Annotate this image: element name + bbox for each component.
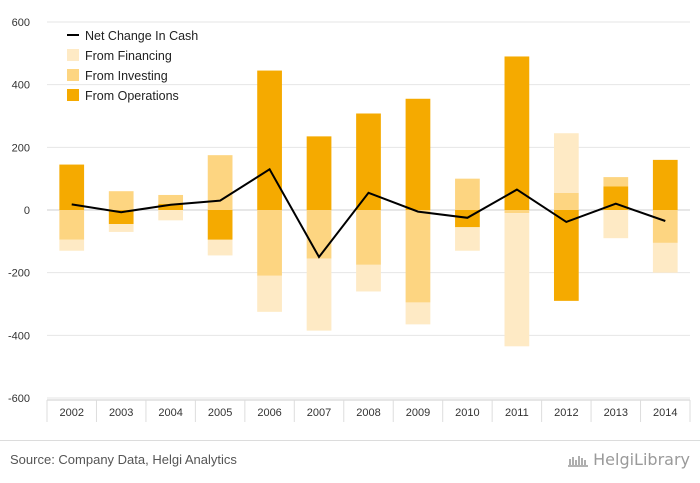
bar-from-operations-2002 <box>59 164 85 210</box>
legend: Net Change In Cash From Financing From Inv… <box>67 29 198 103</box>
y-tick-label: -600 <box>8 393 30 405</box>
bar-from-operations-2004 <box>158 203 184 210</box>
x-tick-label: 2002 <box>59 407 83 419</box>
bar-from-investing-2010 <box>455 178 480 210</box>
legend-label-from-investing: From Investing <box>85 69 168 83</box>
x-tick-label: 2009 <box>406 407 430 419</box>
bar-from-financing-2012 <box>553 133 579 193</box>
bar-from-operations-2011 <box>504 56 530 210</box>
library-icon <box>568 455 589 467</box>
legend-label-net-change-in-cash: Net Change In Cash <box>85 29 198 43</box>
bar-from-financing-2003 <box>108 224 134 232</box>
x-axis: 2002 2003 2004 2005 2006 2007 2008 2009 2010 2011… <box>46 399 691 422</box>
y-tick-label: 200 <box>12 142 30 154</box>
x-tick-label: 2010 <box>455 407 479 419</box>
bar-from-financing-2011 <box>504 213 530 347</box>
y-tick-label: 0 <box>24 205 30 217</box>
net-change-line <box>71 167 666 259</box>
x-tick-label: 2012 <box>554 407 578 419</box>
bar-from-investing-2007 <box>306 210 332 259</box>
bar-from-financing-2007 <box>306 258 332 331</box>
y-tick-label: 400 <box>12 80 30 92</box>
bar-from-financing-2004 <box>158 210 184 221</box>
brand-name: HelgiLibrary <box>593 450 690 469</box>
bar-from-operations-2006 <box>257 70 282 210</box>
net-change-line-group <box>71 167 666 259</box>
legend-swatch-from-operations <box>67 89 79 101</box>
brand-logo[interactable]: HelgiLibrary <box>567 450 690 469</box>
legend-swatch-from-investing <box>67 69 79 81</box>
bar-from-financing-2002 <box>59 239 85 251</box>
source-text: Source: Company Data, Helgi Analytics <box>10 452 237 467</box>
bar-from-investing-2003 <box>108 191 134 210</box>
bar-from-financing-2013 <box>603 210 629 239</box>
legend-label-from-financing: From Financing <box>85 49 172 63</box>
x-tick-label: 2003 <box>109 407 133 419</box>
bar-from-operations-2012 <box>553 210 579 301</box>
bar-from-operations-2003 <box>108 210 134 225</box>
bar-from-operations-2014 <box>652 159 678 210</box>
x-tick-label: 2007 <box>307 407 331 419</box>
bar-from-investing-2004 <box>158 194 184 204</box>
footer: Source: Company Data, Helgi Analytics He… <box>0 440 700 483</box>
y-axis-ticks: 600 400 200 0 -200 -400 -600 <box>8 17 30 405</box>
bar-from-financing-2005 <box>207 239 233 256</box>
x-tick-label: 2014 <box>653 407 677 419</box>
bar-from-investing-2011 <box>504 210 530 214</box>
bar-from-investing-2008 <box>356 210 381 265</box>
x-tick-label: 2011 <box>505 407 529 419</box>
bar-from-investing-2002 <box>59 210 85 240</box>
legend-swatch-from-financing <box>67 49 79 61</box>
bar-from-investing-2013 <box>603 177 629 187</box>
x-tick-label: 2008 <box>356 407 380 419</box>
bar-from-investing-2009 <box>405 210 431 303</box>
x-tick-label: 2005 <box>208 407 232 419</box>
bar-from-operations-2013 <box>603 186 629 210</box>
y-tick-label: 600 <box>12 17 30 29</box>
legend-label-from-operations: From Operations <box>85 89 179 103</box>
x-tick-label: 2004 <box>158 407 182 419</box>
x-tick-label: 2006 <box>257 407 281 419</box>
bar-from-investing-2014 <box>652 210 678 243</box>
y-tick-label: -400 <box>8 330 30 342</box>
bar-from-operations-2009 <box>405 98 431 210</box>
bar-from-investing-2006 <box>257 210 282 276</box>
y-tick-label: -200 <box>8 268 30 280</box>
bar-from-financing-2010 <box>455 227 480 251</box>
bar-from-financing-2014 <box>652 242 678 273</box>
bar-from-financing-2009 <box>405 302 431 325</box>
bar-from-financing-2006 <box>257 275 282 312</box>
x-tick-label: 2013 <box>604 407 628 419</box>
bar-from-operations-2007 <box>306 136 332 210</box>
bar-from-operations-2005 <box>207 210 233 240</box>
bar-from-financing-2008 <box>356 264 381 292</box>
bar-from-investing-2012 <box>553 192 579 210</box>
